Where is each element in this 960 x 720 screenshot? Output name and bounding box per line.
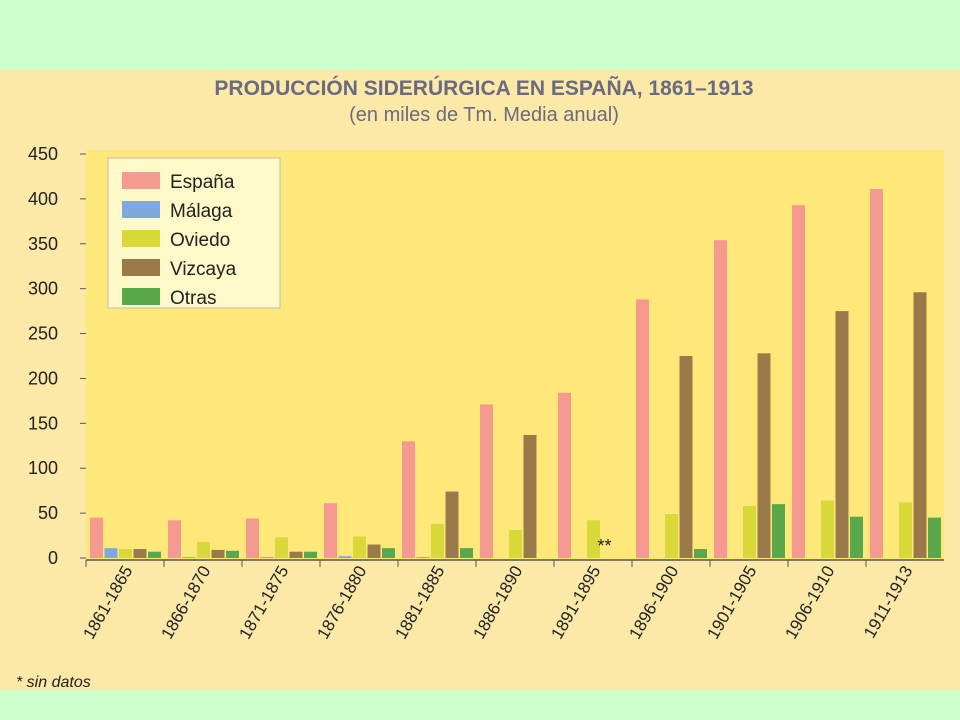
bar (743, 505, 756, 558)
bar (168, 520, 181, 558)
y-tick-label: 0 (48, 548, 58, 568)
bar (197, 541, 210, 558)
y-tick-label: 450 (28, 144, 58, 164)
bar (416, 557, 430, 558)
y-tick-label: 150 (28, 413, 58, 433)
bar (928, 517, 941, 558)
bar (246, 518, 259, 558)
bar (260, 557, 274, 558)
bar (382, 548, 395, 558)
bar (226, 550, 239, 558)
legend: España Málaga Oviedo Vizcaya Otras (107, 157, 281, 309)
bar (338, 556, 352, 558)
bar (835, 311, 849, 558)
bar (275, 537, 288, 558)
x-tick-label: 1886-1890 (469, 563, 526, 643)
bar (821, 500, 834, 558)
bar (870, 189, 883, 558)
bar (899, 502, 912, 558)
bar-chart: PRODUCCIÓN SIDERÚRGICA EN ESPAÑA, 1861–1… (16, 76, 944, 690)
missing-data-marker: ** (598, 536, 612, 556)
bar (694, 549, 707, 558)
x-axis: 1861-1865 1866-1870 1871-1875 1876-1880 1881… (79, 560, 916, 642)
bar (792, 205, 805, 558)
x-tick-label: 1876-1880 (313, 563, 370, 643)
y-tick-label: 300 (28, 279, 58, 299)
bar (182, 557, 196, 558)
bar (913, 292, 927, 558)
bar (367, 544, 381, 558)
bar (119, 549, 132, 558)
y-tick-label: 250 (28, 324, 58, 344)
legend-label: Otras (170, 288, 216, 309)
bar (523, 435, 537, 558)
x-tick-label: 1891-1895 (547, 563, 604, 643)
y-axis: 0 50 100 150 200 250 300 350 400 450 (28, 144, 86, 568)
x-tick-label: 1896-1900 (625, 563, 682, 643)
x-tick-label: 1901-1905 (703, 563, 760, 643)
bar (445, 491, 459, 558)
x-tick-label: 1871-1875 (235, 563, 292, 643)
bar (324, 503, 337, 558)
x-tick-label: 1866-1870 (157, 563, 214, 643)
y-tick-label: 100 (28, 458, 58, 478)
bar (757, 353, 771, 558)
legend-label: Málaga (170, 201, 233, 222)
y-tick-label: 50 (38, 503, 58, 523)
legend-swatch (122, 172, 160, 189)
legend-label: Vizcaya (170, 259, 237, 280)
bar (104, 548, 118, 558)
bar (587, 520, 600, 558)
y-tick-label: 200 (28, 368, 58, 388)
bar (353, 536, 366, 558)
y-tick-label: 400 (28, 189, 58, 209)
bar (509, 530, 522, 558)
chart-subtitle: (en miles de Tm. Media anual) (349, 104, 619, 126)
bar (460, 548, 473, 558)
x-tick-label: 1911-1913 (860, 563, 916, 642)
chart-scan-area: PRODUCCIÓN SIDERÚRGICA EN ESPAÑA, 1861–1… (0, 70, 960, 690)
bar (304, 551, 317, 558)
bar (679, 356, 693, 558)
bar (90, 517, 103, 558)
bar (772, 504, 785, 558)
y-tick-label: 350 (28, 234, 58, 254)
bar (289, 551, 303, 558)
bar (148, 551, 161, 558)
legend-swatch (122, 288, 160, 305)
bar (558, 392, 571, 558)
x-tick-label: 1881-1885 (391, 563, 448, 643)
legend-swatch (122, 259, 160, 276)
bar (850, 516, 863, 558)
bar (402, 441, 415, 558)
chart-title: PRODUCCIÓN SIDERÚRGICA EN ESPAÑA, 1861–1… (214, 76, 753, 100)
footnote: * sin datos (16, 674, 91, 690)
bar (133, 549, 147, 558)
legend-label: Oviedo (170, 230, 230, 251)
bar (211, 549, 225, 558)
legend-swatch (122, 201, 160, 218)
x-tick-label: 1906-1910 (781, 563, 838, 643)
bar (665, 514, 678, 558)
bar (714, 240, 727, 559)
legend-label: España (170, 172, 235, 193)
bars-group (90, 189, 941, 559)
bar (431, 523, 444, 558)
bar (636, 299, 649, 558)
x-tick-label: 1861-1865 (79, 563, 136, 643)
bar (480, 404, 493, 558)
legend-swatch (122, 230, 160, 247)
